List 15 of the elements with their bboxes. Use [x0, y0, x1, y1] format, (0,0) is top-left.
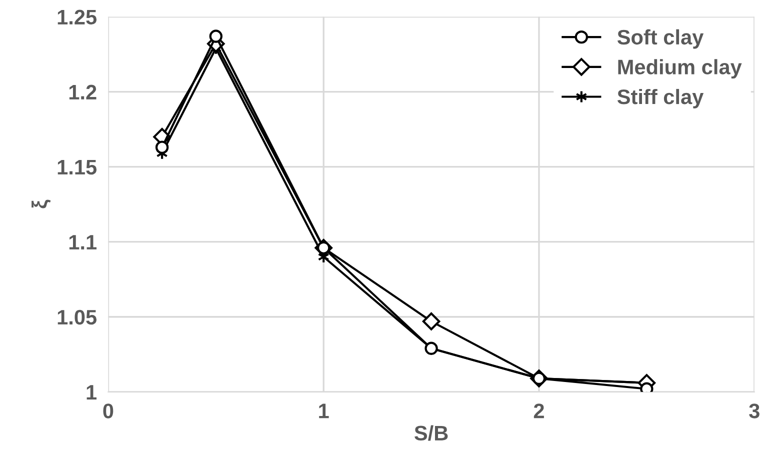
x-axis-title: S/B [414, 425, 448, 441]
x-tick-label: 0 [103, 404, 114, 418]
y-tick-label: 1.25 [58, 10, 97, 25]
y-tick-label: 1.1 [69, 235, 97, 250]
y-tick-label: 1.2 [69, 84, 96, 100]
x-tick-label: 2 [534, 404, 544, 418]
y-tick-label: 1.05 [58, 310, 97, 325]
x-tick-label: 1 [319, 404, 329, 418]
legend-label: Stiff clay [617, 88, 704, 108]
legend-label: Medium clay [618, 59, 742, 79]
y-tick-label: 1 [86, 385, 97, 400]
y-tick-label: 1.15 [58, 160, 97, 175]
y-axis-title: ξ [32, 200, 51, 208]
x-tick-label: 3 [749, 404, 760, 418]
legend-label: Soft clay [617, 29, 704, 49]
